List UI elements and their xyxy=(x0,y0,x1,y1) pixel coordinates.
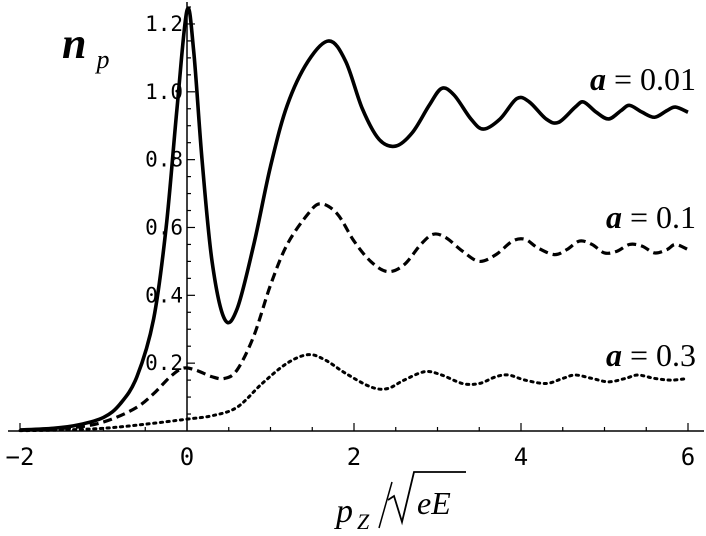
series-label: a = 0.3 xyxy=(606,337,696,373)
x-tick-label: −2 xyxy=(6,443,35,471)
series-label-value: 0.3 xyxy=(656,337,696,373)
axes xyxy=(8,2,704,432)
y-axis-title-main: n xyxy=(62,19,86,68)
ticks: −2 0 2 4 60.20.40.60.81.01.2 xyxy=(6,6,695,471)
series-line-dotted xyxy=(18,353,690,433)
y-tick-label: 0.8 xyxy=(145,148,183,172)
x-axis-title-sqrt-sign xyxy=(387,471,466,526)
x-axis-title-sqrt-arg: eE xyxy=(417,485,451,521)
series-group xyxy=(18,6,690,433)
x-axis-title: p Z eE xyxy=(334,471,466,534)
x-tick-label: 2 xyxy=(347,443,361,471)
x-tick-label: 6 xyxy=(681,443,695,471)
series-label-value: 0.01 xyxy=(640,61,696,97)
svg-text:eE: eE xyxy=(417,485,451,521)
series-label: a = 0.01 xyxy=(590,61,696,97)
series-line-dashed xyxy=(19,202,689,432)
series-label-var: a xyxy=(606,337,622,373)
x-axis-title-sub: Z xyxy=(357,509,370,534)
y-tick-label: 0.4 xyxy=(145,283,183,307)
x-tick-label: 4 xyxy=(514,443,528,471)
series-label: a = 0.1 xyxy=(606,199,696,235)
x-tick-label: 0 xyxy=(180,443,194,471)
x-axis-title-main: p xyxy=(334,493,353,530)
series-line-solid xyxy=(19,6,689,432)
series-label-eq: = xyxy=(606,61,640,97)
series-labels: a = 0.01a = 0.1a = 0.3 xyxy=(590,61,696,373)
y-axis-title: n p xyxy=(62,19,109,74)
series-label-eq: = xyxy=(622,199,656,235)
y-tick-label: 1.2 xyxy=(145,12,183,36)
x-axis-title-slash xyxy=(378,481,393,529)
y-axis-title-sub: p xyxy=(94,45,109,74)
svg-text:p Z: p Z xyxy=(334,493,370,534)
series-label-var: a xyxy=(590,61,606,97)
series-label-var: a xyxy=(606,199,622,235)
series-label-value: 0.1 xyxy=(656,199,696,235)
series-label-eq: = xyxy=(622,337,656,373)
